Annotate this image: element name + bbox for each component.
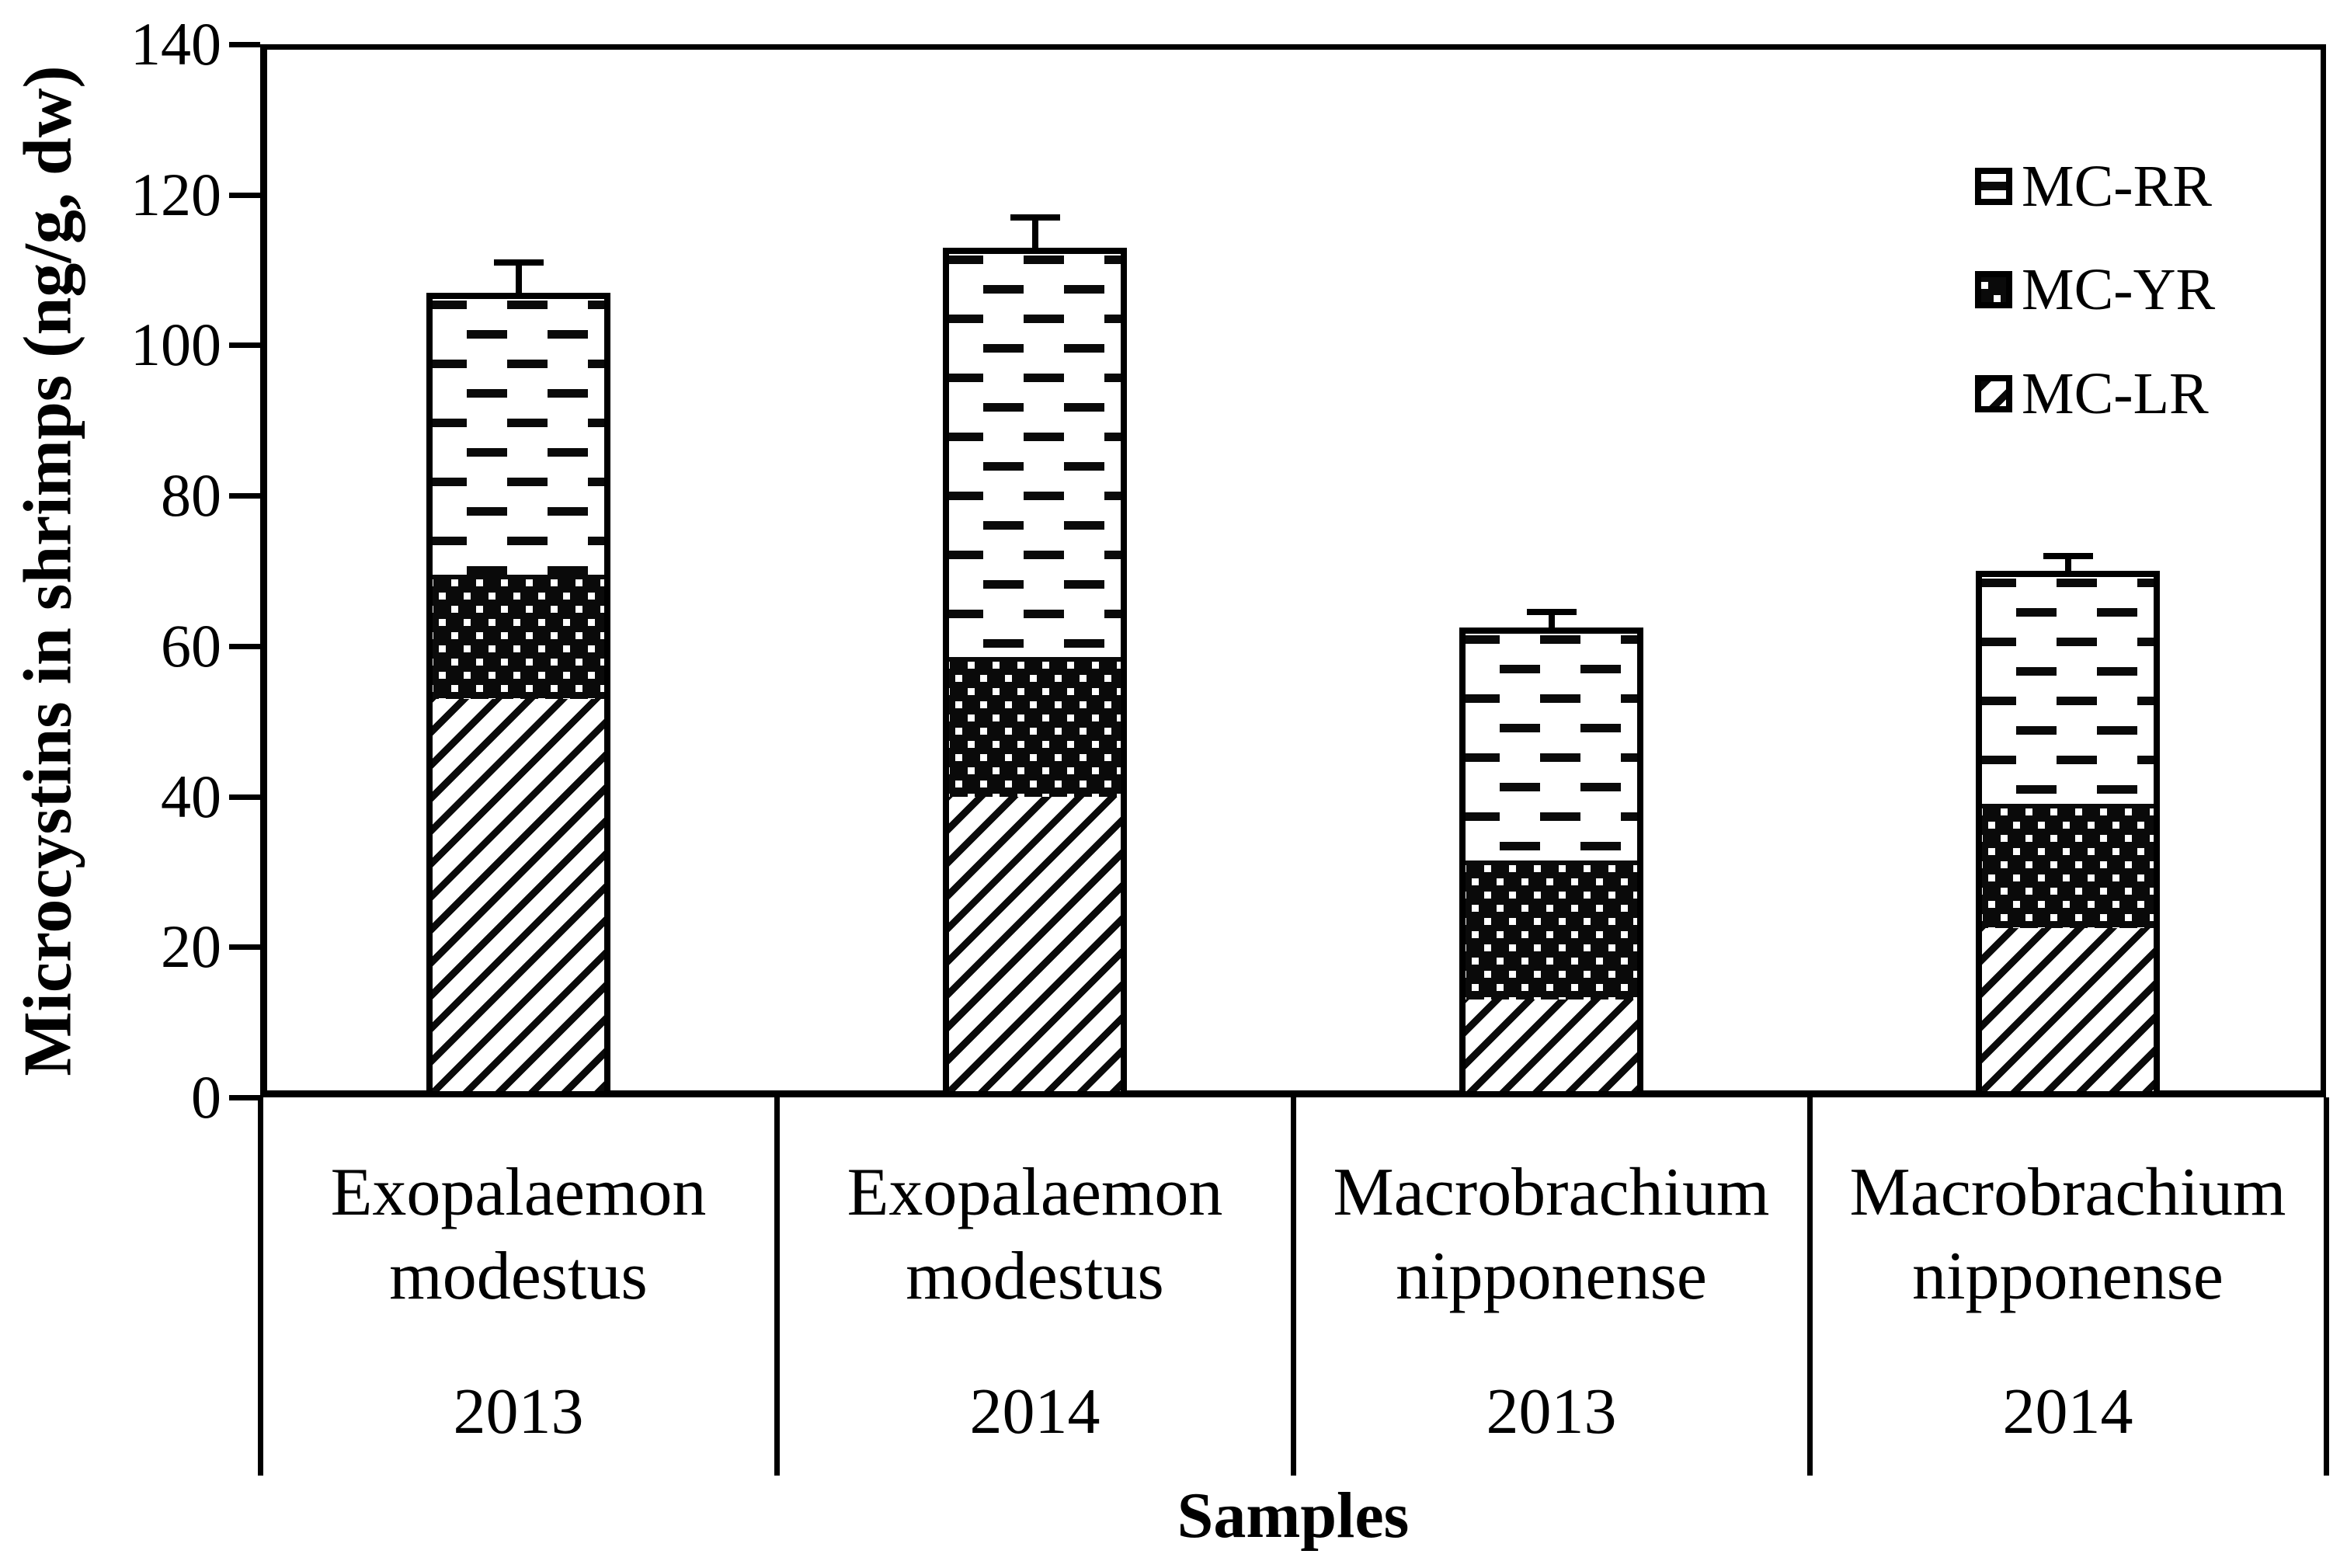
plot-area	[260, 44, 2326, 1097]
legend-label-MC-YR: MC-YR	[2022, 257, 2216, 322]
x-category-separator-4	[2324, 1097, 2329, 1476]
species-line: Exopalaemon	[330, 1155, 707, 1230]
x-category-species-4: Macrobrachium nipponense	[1810, 1151, 2326, 1319]
y-tick-mark-60	[229, 643, 260, 649]
bar-1-error-cap	[493, 259, 544, 266]
x-category-year-1: 2013	[453, 1375, 584, 1448]
bar-1-segment-MC-LR	[426, 698, 610, 1097]
bar-3-error-cap	[1526, 609, 1577, 616]
bar-3-segment-MC-RR	[1459, 627, 1643, 860]
legend-swatch-MC-YR	[1975, 271, 2012, 308]
x-category-species-1: Exopalaemon modestus	[260, 1151, 777, 1319]
x-category-species-3: Macrobrachium nipponense	[1293, 1151, 1810, 1319]
bar-1-error-stem	[515, 262, 522, 293]
y-tick-label-40: 40	[161, 762, 221, 830]
x-category-year-4: 2014	[2002, 1375, 2133, 1448]
legend-swatch-MC-LR	[1975, 375, 2012, 412]
y-tick-mark-120	[229, 192, 260, 198]
y-tick-label-20: 20	[161, 913, 221, 981]
x-category-separator-2	[1291, 1097, 1296, 1476]
species-line: nipponense	[1396, 1239, 1707, 1314]
bar-2-error-stem	[1031, 217, 1038, 248]
x-category-year-2: 2014	[969, 1375, 1100, 1448]
species-line: Macrobrachium	[1849, 1155, 2286, 1230]
bar-2-error-cap	[1010, 214, 1060, 221]
bar-2-outline	[943, 247, 1127, 1097]
bar-2-segment-MC-RR	[943, 247, 1127, 658]
y-tick-label-140: 140	[130, 10, 221, 78]
x-axis-title: Samples	[1177, 1479, 1410, 1552]
x-category-species-2: Exopalaemon modestus	[777, 1151, 1293, 1319]
y-tick-mark-20	[229, 944, 260, 951]
bar-3-error-stem	[1548, 612, 1555, 628]
bar-2-segment-MC-LR	[943, 796, 1127, 1097]
y-tick-mark-80	[229, 493, 260, 499]
bar-3-segment-MC-YR	[1459, 860, 1643, 1000]
species-line: nipponense	[1912, 1239, 2224, 1314]
bar-3-outline	[1459, 627, 1643, 1097]
bar-4-error-stem	[2064, 555, 2071, 571]
bar-1-segment-MC-RR	[426, 292, 610, 575]
x-category-year-3: 2013	[1486, 1375, 1617, 1448]
legend-label-MC-LR: MC-LR	[2022, 361, 2209, 426]
y-tick-label-60: 60	[161, 611, 221, 680]
species-line: Macrobrachium	[1333, 1155, 1770, 1230]
species-line: Exopalaemon	[847, 1155, 1223, 1230]
y-tick-label-80: 80	[161, 461, 221, 530]
bar-4-segment-MC-RR	[1976, 571, 2160, 805]
x-category-separator-0	[258, 1097, 263, 1476]
bar-4-segment-MC-LR	[1976, 928, 2160, 1097]
bar-4-outline	[1976, 571, 2160, 1097]
y-tick-label-100: 100	[130, 311, 221, 379]
legend-swatch-MC-RR	[1975, 168, 2012, 205]
species-line: modestus	[389, 1239, 648, 1314]
bar-1-outline	[426, 292, 610, 1097]
y-tick-mark-0	[229, 1095, 260, 1100]
bar-2-segment-MC-YR	[943, 657, 1127, 797]
y-tick-label-120: 120	[130, 160, 221, 228]
species-line: modestus	[906, 1239, 1164, 1314]
y-tick-label-0: 0	[191, 1063, 221, 1131]
bar-4-segment-MC-YR	[1976, 804, 2160, 929]
bar-1-segment-MC-YR	[426, 574, 610, 699]
x-category-separator-3	[1807, 1097, 1813, 1476]
bar-3-segment-MC-LR	[1459, 1000, 1643, 1097]
bar-4-error-cap	[2043, 552, 2093, 559]
y-tick-mark-40	[229, 794, 260, 800]
y-tick-mark-140	[229, 42, 260, 47]
y-tick-mark-100	[229, 342, 260, 349]
x-category-separator-1	[774, 1097, 780, 1476]
legend-label-MC-RR: MC-RR	[2022, 154, 2212, 219]
